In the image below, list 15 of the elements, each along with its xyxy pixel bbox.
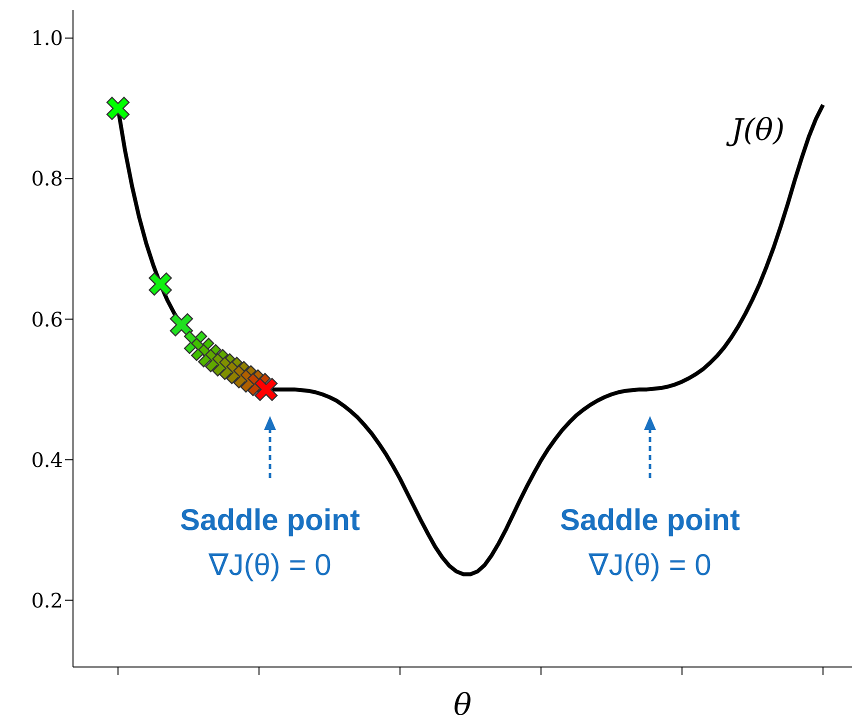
y-tick-label: 0.6 bbox=[31, 307, 63, 332]
y-tick-label: 0.2 bbox=[31, 588, 63, 612]
point bbox=[254, 378, 278, 402]
annotation: Saddle point bbox=[180, 504, 360, 537]
y-tick-label: 1.0 bbox=[31, 26, 63, 50]
annotation: Saddle point bbox=[560, 504, 740, 537]
point bbox=[170, 313, 194, 336]
point bbox=[106, 96, 130, 120]
annotation: ∇J(θ) = 0 bbox=[588, 549, 712, 582]
point bbox=[148, 272, 172, 296]
series-label: J(θ) bbox=[725, 113, 785, 148]
y-tick-label: 0.8 bbox=[31, 166, 63, 191]
y-tick-label: 0.4 bbox=[31, 448, 63, 472]
x-axis-title: θ bbox=[453, 688, 472, 715]
annotation: ∇J(θ) = 0 bbox=[208, 549, 332, 582]
